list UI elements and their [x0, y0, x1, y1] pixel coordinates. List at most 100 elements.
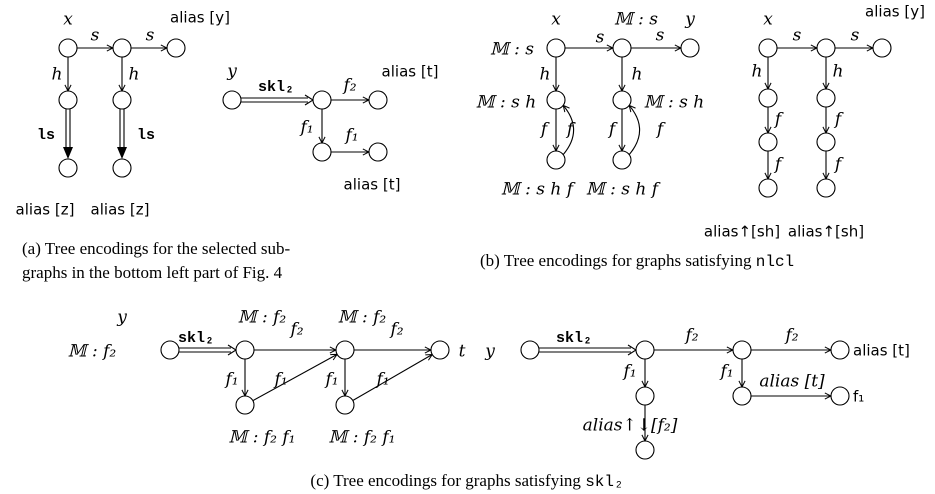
label: f — [773, 110, 784, 130]
label: f₁ — [223, 370, 238, 390]
label: f₂ — [288, 320, 303, 340]
node — [612, 150, 632, 170]
node — [58, 158, 78, 178]
arrowhead — [627, 344, 638, 356]
label: f₂ — [683, 326, 698, 346]
label: alias↑[sh] — [788, 223, 864, 241]
node — [312, 90, 332, 110]
node — [758, 88, 778, 108]
node — [222, 90, 242, 110]
label: y — [226, 62, 237, 82]
caption-part: skl₂ — [585, 473, 623, 491]
label: f — [539, 120, 550, 140]
node — [166, 38, 186, 58]
node — [520, 340, 540, 360]
label: alias [y] — [865, 3, 925, 21]
label: 𝕄 : f₂ f₁ — [229, 428, 296, 448]
label: ls — [37, 127, 55, 144]
node — [635, 340, 655, 360]
node — [680, 38, 700, 58]
label: ls — [137, 127, 155, 144]
label: f₁ — [621, 362, 636, 382]
label: 𝕄 : f₂ — [338, 308, 387, 328]
label: f₁ — [343, 126, 358, 146]
node — [546, 150, 566, 170]
node — [430, 340, 450, 360]
label: s — [793, 26, 802, 46]
label: f₁ — [298, 118, 313, 138]
caption: (c) Tree encodings for graphs satisfying… — [310, 471, 623, 491]
label: f₁ — [272, 370, 287, 390]
label: 𝕄 : s — [614, 10, 658, 30]
label: f — [773, 155, 784, 175]
label: 𝕄 : f₂ — [238, 308, 287, 328]
label: 𝕄 : s — [490, 40, 534, 60]
node — [546, 90, 566, 110]
caption: (b) Tree encodings for graphs satisfying… — [480, 251, 794, 271]
label: f₁ — [853, 388, 864, 406]
label: x — [551, 10, 561, 30]
label: 𝕄 : s h f — [586, 180, 661, 200]
node — [235, 395, 255, 415]
node — [312, 142, 332, 162]
label: alias [t] — [759, 372, 825, 392]
node — [830, 386, 850, 406]
label: f₂ — [783, 326, 798, 346]
label: alias↑[sh] — [704, 223, 780, 241]
label: s — [656, 26, 665, 46]
node — [758, 178, 778, 198]
label: s — [91, 26, 100, 46]
node — [58, 90, 78, 110]
node — [872, 38, 892, 58]
arrowhead — [117, 147, 127, 159]
node — [816, 178, 836, 198]
label: 𝕄 : s h — [644, 93, 704, 113]
node — [732, 340, 752, 360]
label: f — [833, 110, 844, 130]
label: h — [129, 65, 140, 85]
label: y — [116, 308, 127, 328]
edge — [352, 355, 432, 401]
node — [758, 132, 778, 152]
node — [368, 90, 388, 110]
label: h — [52, 65, 63, 85]
node — [635, 386, 655, 406]
node — [816, 132, 836, 152]
label: f₁ — [323, 370, 338, 390]
label: f — [833, 155, 844, 175]
label: f — [565, 120, 576, 140]
label: f₂ — [388, 320, 403, 340]
arrowhead — [63, 147, 73, 159]
node — [112, 38, 132, 58]
node — [58, 38, 78, 58]
label: x — [763, 10, 773, 30]
arrowhead — [304, 94, 315, 106]
label: alias [y] — [170, 9, 230, 27]
label: alias [t] — [382, 63, 439, 81]
node — [335, 340, 355, 360]
node — [816, 88, 836, 108]
label: alias [z] — [16, 201, 75, 219]
label: h — [833, 62, 844, 82]
label: s — [851, 26, 860, 46]
node — [235, 340, 255, 360]
label: f₁ — [374, 370, 389, 390]
label: 𝕄 : s h f — [501, 180, 576, 200]
label: alias↑↓[f₂] — [583, 416, 678, 436]
node — [335, 395, 355, 415]
label: y — [684, 10, 695, 30]
label: alias [t] — [344, 176, 401, 194]
caption: (a) Tree encodings for the selected sub- — [22, 239, 290, 258]
node — [368, 142, 388, 162]
node — [816, 38, 836, 58]
node — [546, 38, 566, 58]
node — [612, 90, 632, 110]
label: s — [596, 28, 605, 48]
caption-part: nlcl — [756, 253, 794, 271]
label: alias [z] — [91, 201, 150, 219]
node — [758, 38, 778, 58]
node — [635, 440, 655, 460]
label: x — [63, 10, 73, 30]
label: h — [752, 62, 763, 82]
